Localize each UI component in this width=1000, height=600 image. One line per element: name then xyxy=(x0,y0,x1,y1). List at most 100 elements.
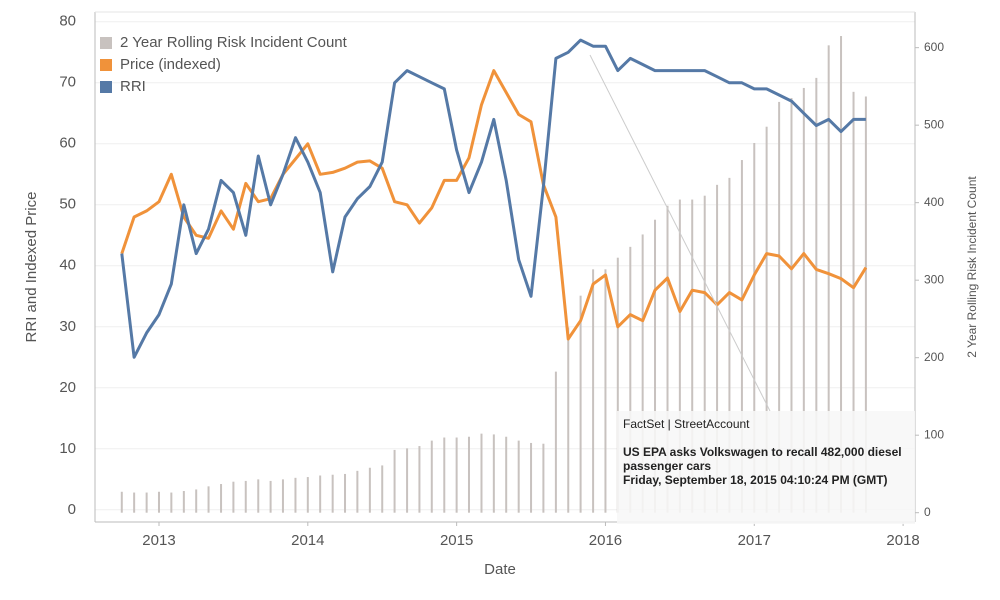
bar xyxy=(182,490,185,513)
bar xyxy=(443,437,446,513)
y2-tick-label: 200 xyxy=(924,350,944,364)
bar xyxy=(765,126,768,513)
y-tick-label: 20 xyxy=(59,379,76,396)
bar xyxy=(220,484,223,513)
bar xyxy=(616,257,619,513)
bar xyxy=(678,199,681,513)
bar xyxy=(492,434,495,513)
legend-swatch xyxy=(100,81,112,93)
bar xyxy=(368,467,371,513)
bar xyxy=(592,269,595,513)
bar xyxy=(530,442,533,513)
y2-tick-label: 100 xyxy=(924,427,944,441)
y2-tick-label: 600 xyxy=(924,40,944,54)
bar xyxy=(517,440,520,513)
y2-tick-label: 500 xyxy=(924,117,944,131)
bar xyxy=(691,199,694,513)
bar xyxy=(840,36,843,513)
bar xyxy=(864,96,867,513)
bar xyxy=(703,195,706,513)
bar xyxy=(257,479,260,513)
bar xyxy=(716,184,719,513)
bar xyxy=(790,98,793,513)
bar xyxy=(430,440,433,513)
line xyxy=(120,69,868,341)
bar xyxy=(654,219,657,513)
y-tick-label: 10 xyxy=(59,440,76,457)
bar xyxy=(145,492,148,513)
bar xyxy=(728,177,731,513)
y-tick-label: 60 xyxy=(59,135,76,152)
bar xyxy=(170,492,173,513)
bar xyxy=(207,486,210,513)
bar xyxy=(641,234,644,513)
bar xyxy=(120,491,123,513)
y2-tick-label: 0 xyxy=(924,505,931,519)
bar xyxy=(232,481,235,513)
y2-axis-label: 2 Year Rolling Risk Incident Count xyxy=(965,176,979,358)
bar xyxy=(629,246,632,513)
y-tick-label: 30 xyxy=(59,318,76,335)
bar xyxy=(356,470,359,513)
tooltip-headline: US EPA asks Volkswagen to recall 482,000… xyxy=(623,445,902,473)
bar xyxy=(244,480,247,513)
bar xyxy=(852,91,855,513)
bar xyxy=(778,101,781,513)
y2-tick-label: 300 xyxy=(924,272,944,286)
bar xyxy=(554,371,557,513)
bar xyxy=(319,475,322,513)
x-tick-label: 2016 xyxy=(589,532,622,549)
x-tick-label: 2013 xyxy=(142,532,175,549)
bar xyxy=(802,87,805,513)
bar xyxy=(480,433,483,513)
bar xyxy=(406,448,409,513)
bar xyxy=(753,142,756,513)
x-tick-label: 2018 xyxy=(886,532,919,549)
y-tick-label: 80 xyxy=(59,13,76,30)
bar xyxy=(157,491,160,513)
bar xyxy=(542,443,545,513)
tooltip: FactSet | StreetAccount US EPA asks Volk… xyxy=(617,411,915,524)
bar xyxy=(281,479,284,513)
legend-label: 2 Year Rolling Risk Incident Count xyxy=(120,34,348,51)
y2-tick-label: 400 xyxy=(924,195,944,209)
bar xyxy=(344,473,347,513)
bar xyxy=(306,477,309,513)
bar xyxy=(294,477,297,513)
bar xyxy=(393,449,396,513)
y-tick-label: 0 xyxy=(68,501,76,518)
legend-swatch xyxy=(100,59,112,71)
bar xyxy=(567,327,570,513)
bar xyxy=(827,45,830,513)
line xyxy=(120,38,866,359)
bar xyxy=(815,77,818,513)
x-tick-label: 2017 xyxy=(738,532,771,549)
legend-swatch xyxy=(100,37,112,49)
bar xyxy=(579,295,582,513)
y-tick-label: 40 xyxy=(59,257,76,274)
bar xyxy=(331,474,334,513)
y-tick-label: 70 xyxy=(59,74,76,91)
tooltip-timestamp: Friday, September 18, 2015 04:10:24 PM (… xyxy=(623,473,888,487)
bar xyxy=(467,436,470,513)
tooltip-pointer xyxy=(589,54,771,412)
y-axis-label: RRI and Indexed Price xyxy=(23,192,40,343)
bar xyxy=(666,205,669,513)
legend-label: Price (indexed) xyxy=(120,56,221,73)
bar xyxy=(740,160,743,513)
bar xyxy=(455,437,458,513)
x-tick-label: 2014 xyxy=(291,532,324,549)
x-tick-label: 2015 xyxy=(440,532,473,549)
x-axis-label: Date xyxy=(484,561,516,578)
bar xyxy=(505,436,508,513)
legend-label: RRI xyxy=(120,78,146,95)
bar xyxy=(604,269,607,513)
bar xyxy=(195,489,198,513)
bar xyxy=(269,480,272,513)
tooltip-source: FactSet | StreetAccount xyxy=(623,417,750,431)
bar xyxy=(381,465,384,513)
bar xyxy=(133,492,136,513)
bar xyxy=(418,446,421,513)
